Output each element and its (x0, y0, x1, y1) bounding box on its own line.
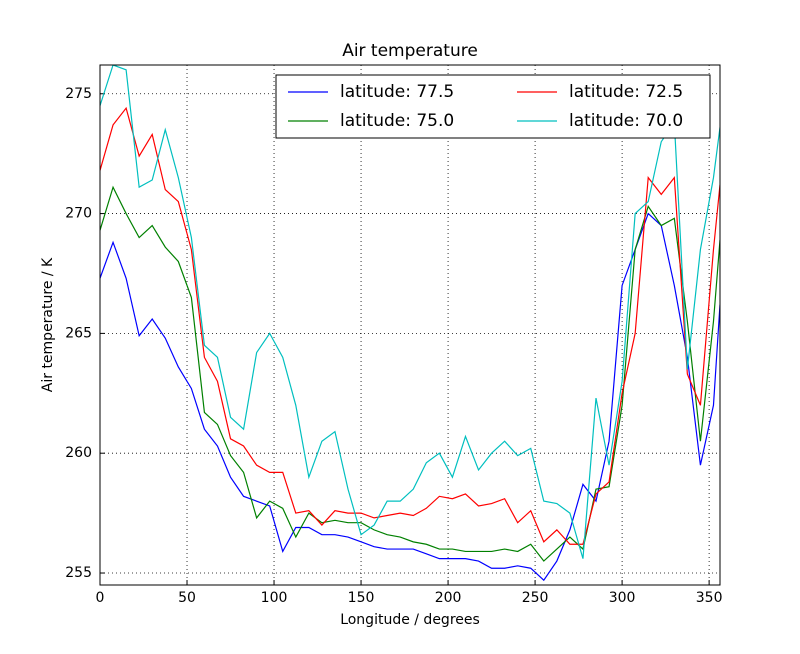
x-tick-label: 100 (261, 590, 288, 606)
legend-label: latitude: 70.0 (569, 111, 683, 131)
y-tick-label: 255 (65, 565, 92, 581)
plot-lines (100, 65, 720, 582)
legend-label: latitude: 77.5 (340, 82, 454, 102)
series-line (100, 212, 720, 582)
x-tick-label: 300 (609, 590, 636, 606)
x-tick-label: 0 (96, 590, 105, 606)
y-tick-label: 260 (65, 445, 92, 461)
x-tick-label: 250 (522, 590, 549, 606)
legend-frame (275, 74, 711, 139)
series-line (100, 106, 720, 545)
x-tick-label: 50 (178, 590, 196, 606)
series-line (100, 185, 720, 562)
x-tick-label: 350 (696, 590, 723, 606)
x-tick-label: 150 (348, 590, 375, 606)
y-tick-label: 270 (65, 206, 92, 222)
legend-label: latitude: 72.5 (569, 82, 683, 102)
y-tick-label: 265 (65, 325, 92, 341)
plot-frame (99, 64, 721, 586)
legend-label: latitude: 75.0 (340, 111, 454, 131)
series-line (100, 65, 720, 559)
legend: latitude: 77.5 latitude: 75.0 latitude: 72… (275, 74, 711, 139)
y-axis-label: Air temperature / K (40, 257, 56, 392)
x-axis-label: Longitude / degrees (340, 612, 480, 628)
x-tick-label: 200 (435, 590, 462, 606)
y-tick-label: 275 (65, 86, 92, 102)
chart-title: Air temperature (342, 41, 478, 61)
